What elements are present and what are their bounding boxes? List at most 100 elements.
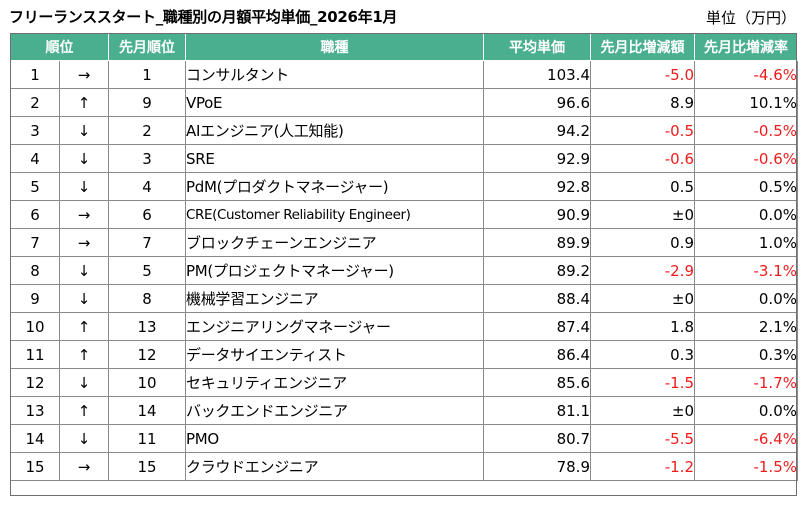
rank-change-arrow-icon: ↑: [59, 340, 109, 369]
diff-amount-cell: -1.5: [590, 368, 695, 397]
job-cell: PdM(プロダクトマネージャー): [185, 172, 484, 201]
table-row: 9 ↓ 8 機械学習エンジニア 88.4 ±0 0.0%: [10, 284, 798, 313]
rank-change-arrow-icon: ↓: [59, 256, 109, 285]
header-diff-amount: 先月比増減額: [590, 33, 695, 61]
last-rank-cell: 11: [108, 424, 186, 453]
last-rank-cell: 5: [108, 256, 186, 285]
job-cell: PM(プロジェクトマネージャー): [185, 256, 484, 285]
header-rank: 順位: [10, 33, 109, 61]
job-cell: SRE: [185, 144, 484, 173]
last-rank-cell: 13: [108, 312, 186, 341]
diff-rate-cell: -4.6%: [694, 60, 798, 89]
job-cell: CRE(Customer Reliability Engineer): [185, 200, 484, 229]
job-cell: クラウドエンジニア: [185, 452, 484, 481]
diff-rate-cell: 0.3%: [694, 340, 798, 369]
diff-rate-cell: 2.1%: [694, 312, 798, 341]
table-row: 11 ↑ 12 データサイエンティスト 86.4 0.3 0.3%: [10, 340, 798, 369]
rank-change-arrow-icon: ↓: [59, 116, 109, 145]
job-cell: コンサルタント: [185, 60, 484, 89]
last-rank-cell: 9: [108, 88, 186, 117]
rank-cell: 10: [10, 312, 60, 341]
diff-rate-cell: 0.0%: [694, 396, 798, 425]
job-cell: セキュリティエンジニア: [185, 368, 484, 397]
table-row: 15 → 15 クラウドエンジニア 78.9 -1.2 -1.5%: [10, 452, 798, 481]
avg-price-cell: 89.9: [483, 228, 591, 257]
rank-change-arrow-icon: ↑: [59, 312, 109, 341]
table-header-row: 順位 先月順位 職種 平均単価 先月比増減額 先月比増減率: [10, 33, 798, 61]
ranking-table: 順位 先月順位 職種 平均単価 先月比増減額 先月比増減率 1 → 1 コンサルタント…: [10, 33, 798, 481]
job-cell: エンジニアリングマネージャー: [185, 312, 484, 341]
unit-label: 単位（万円）: [705, 9, 796, 27]
avg-price-cell: 103.4: [483, 60, 591, 89]
last-rank-cell: 6: [108, 200, 186, 229]
diff-amount-cell: ±0: [590, 200, 695, 229]
rank-cell: 14: [10, 424, 60, 453]
header-avg-price: 平均単価: [483, 33, 591, 61]
diff-rate-cell: 10.1%: [694, 88, 798, 117]
last-rank-cell: 12: [108, 340, 186, 369]
table-row: 1 → 1 コンサルタント 103.4 -5.0 -4.6%: [10, 60, 798, 89]
table-row: 12 ↓ 10 セキュリティエンジニア 85.6 -1.5 -1.7%: [10, 368, 798, 397]
job-cell: PMO: [185, 424, 484, 453]
diff-amount-cell: 8.9: [590, 88, 695, 117]
table-row: 7 → 7 ブロックチェーンエンジニア 89.9 0.9 1.0%: [10, 228, 798, 257]
diff-amount-cell: -5.5: [590, 424, 695, 453]
rank-cell: 13: [10, 396, 60, 425]
rank-cell: 7: [10, 228, 60, 257]
rank-cell: 8: [10, 256, 60, 285]
avg-price-cell: 85.6: [483, 368, 591, 397]
rank-cell: 12: [10, 368, 60, 397]
table-row: 4 ↓ 3 SRE 92.9 -0.6 -0.6%: [10, 144, 798, 173]
rank-cell: 1: [10, 60, 60, 89]
avg-price-cell: 92.9: [483, 144, 591, 173]
rank-change-arrow-icon: ↓: [59, 284, 109, 313]
avg-price-cell: 92.8: [483, 172, 591, 201]
avg-price-cell: 86.4: [483, 340, 591, 369]
header-job: 職種: [185, 33, 484, 61]
rank-change-arrow-icon: ↓: [59, 144, 109, 173]
diff-amount-cell: -0.6: [590, 144, 695, 173]
rank-cell: 11: [10, 340, 60, 369]
table-row: 14 ↓ 11 PMO 80.7 -5.5 -6.4%: [10, 424, 798, 453]
rank-change-arrow-icon: →: [59, 60, 109, 89]
rank-change-arrow-icon: ↑: [59, 396, 109, 425]
table-row: 10 ↑ 13 エンジニアリングマネージャー 87.4 1.8 2.1%: [10, 312, 798, 341]
diff-rate-cell: -6.4%: [694, 424, 798, 453]
avg-price-cell: 90.9: [483, 200, 591, 229]
diff-rate-cell: 1.0%: [694, 228, 798, 257]
rank-change-arrow-icon: →: [59, 452, 109, 481]
diff-rate-cell: -1.5%: [694, 452, 798, 481]
diff-amount-cell: -0.5: [590, 116, 695, 145]
job-cell: 機械学習エンジニア: [185, 284, 484, 313]
avg-price-cell: 94.2: [483, 116, 591, 145]
page-title: フリーランススタート_職種別の月額平均単価_2026年1月: [9, 8, 398, 26]
diff-amount-cell: ±0: [590, 396, 695, 425]
rank-cell: 9: [10, 284, 60, 313]
rank-cell: 5: [10, 172, 60, 201]
last-rank-cell: 2: [108, 116, 186, 145]
header-last-rank: 先月順位: [108, 33, 186, 61]
job-cell: データサイエンティスト: [185, 340, 484, 369]
diff-rate-cell: -0.5%: [694, 116, 798, 145]
last-rank-cell: 8: [108, 284, 186, 313]
avg-price-cell: 80.7: [483, 424, 591, 453]
last-rank-cell: 3: [108, 144, 186, 173]
rank-change-arrow-icon: →: [59, 228, 109, 257]
last-rank-cell: 10: [108, 368, 186, 397]
last-rank-cell: 4: [108, 172, 186, 201]
table-body: 1 → 1 コンサルタント 103.4 -5.0 -4.6% 2 ↑ 9 VPoE 96.6 8.9 10…: [10, 60, 798, 481]
table-row: 13 ↑ 14 バックエンドエンジニア 81.1 ±0 0.0%: [10, 396, 798, 425]
avg-price-cell: 81.1: [483, 396, 591, 425]
table-row: 2 ↑ 9 VPoE 96.6 8.9 10.1%: [10, 88, 798, 117]
last-rank-cell: 15: [108, 452, 186, 481]
job-cell: バックエンドエンジニア: [185, 396, 484, 425]
last-rank-cell: 1: [108, 60, 186, 89]
diff-rate-cell: 0.0%: [694, 284, 798, 313]
table-row: 8 ↓ 5 PM(プロジェクトマネージャー) 89.2 -2.9 -3.1%: [10, 256, 798, 285]
rank-change-arrow-icon: ↑: [59, 88, 109, 117]
diff-amount-cell: -2.9: [590, 256, 695, 285]
avg-price-cell: 96.6: [483, 88, 591, 117]
diff-amount-cell: 0.3: [590, 340, 695, 369]
rank-cell: 2: [10, 88, 60, 117]
